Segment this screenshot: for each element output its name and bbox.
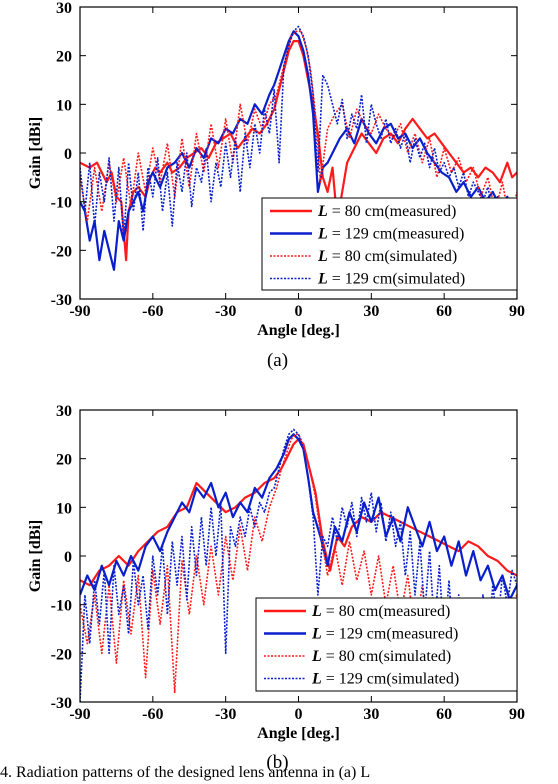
x-axis-label: Angle [deg.] <box>257 322 340 339</box>
y-tick-label: 0 <box>64 146 72 163</box>
panel-label: (b) <box>266 752 288 773</box>
panel-b: -90 -60 -30 0 30 60 90 30 20 10 0 -10 -20 -30 Angle [d… <box>27 403 525 773</box>
legend-box <box>255 597 518 692</box>
x-tick-label: -30 <box>215 303 236 320</box>
y-tick-label: 0 <box>64 549 72 566</box>
x-tick-label: 0 <box>295 706 303 723</box>
x-tick-label: -90 <box>69 303 90 320</box>
x-tick-label: -90 <box>69 706 90 723</box>
legend-entry: L = 129 cm(measured) <box>311 626 458 643</box>
x-tick-label: 60 <box>436 303 452 320</box>
x-tick-label: 60 <box>436 706 452 723</box>
y-axis-label: Gain [dBi] <box>27 117 44 189</box>
series-line-2 <box>80 30 517 271</box>
y-tick-label: 20 <box>56 49 72 66</box>
panel-a: -90 -60 -30 0 30 60 90 30 20 10 0 -10 -20 -30 Angle [d… <box>27 0 525 371</box>
x-tick-label: 90 <box>509 303 525 320</box>
y-axis-label: Gain [dBi] <box>27 520 44 592</box>
y-tick-label: -30 <box>51 292 72 309</box>
x-tick-label: 90 <box>509 706 525 723</box>
x-tick-label: -60 <box>142 706 163 723</box>
legend-entry: L = 80 cm(simulated) <box>317 248 457 265</box>
y-tick-label: -20 <box>51 646 72 663</box>
series-line-4 <box>80 25 517 242</box>
legend-entry: L = 80 cm(simulated) <box>311 648 451 665</box>
panel-label: (a) <box>267 350 288 371</box>
series-line-2 <box>80 433 517 601</box>
y-tick-label: 30 <box>56 403 72 420</box>
x-tick-label: -60 <box>142 303 163 320</box>
x-tick-label: -30 <box>215 706 236 723</box>
legend-entry: L = 80 cm(measured) <box>317 203 456 220</box>
legend-entry: L = 129 cm(simulated) <box>317 271 465 288</box>
legend-entry: L = 80 cm(measured) <box>311 603 450 620</box>
x-axis-label: Angle [deg.] <box>257 725 340 742</box>
legend: L = 80 cm(measured) L = 129 cm(measured) L… <box>261 197 518 291</box>
x-tick-label: 0 <box>295 303 303 320</box>
y-tick-label: 10 <box>56 97 72 114</box>
series-group <box>80 25 517 271</box>
x-tick-label: 30 <box>363 303 379 320</box>
x-tick-label: 30 <box>363 706 379 723</box>
y-tick-label: 10 <box>56 500 72 517</box>
y-tick-label: 20 <box>56 452 72 469</box>
y-tick-label: -10 <box>51 598 72 615</box>
y-tick-label: -30 <box>51 695 72 712</box>
figure-caption: 4. Radiation patterns of the designed le… <box>0 764 371 781</box>
series-line-1 <box>80 39 517 262</box>
legend-box <box>261 197 518 291</box>
legend-entry: L = 129 cm(simulated) <box>311 671 459 688</box>
y-tick-label: -10 <box>51 195 72 212</box>
legend-entry: L = 129 cm(measured) <box>317 226 464 243</box>
y-tick-label: 30 <box>56 0 72 17</box>
legend: L = 80 cm(measured) L = 129 cm(measured) L… <box>255 597 518 692</box>
y-tick-label: -20 <box>51 243 72 260</box>
